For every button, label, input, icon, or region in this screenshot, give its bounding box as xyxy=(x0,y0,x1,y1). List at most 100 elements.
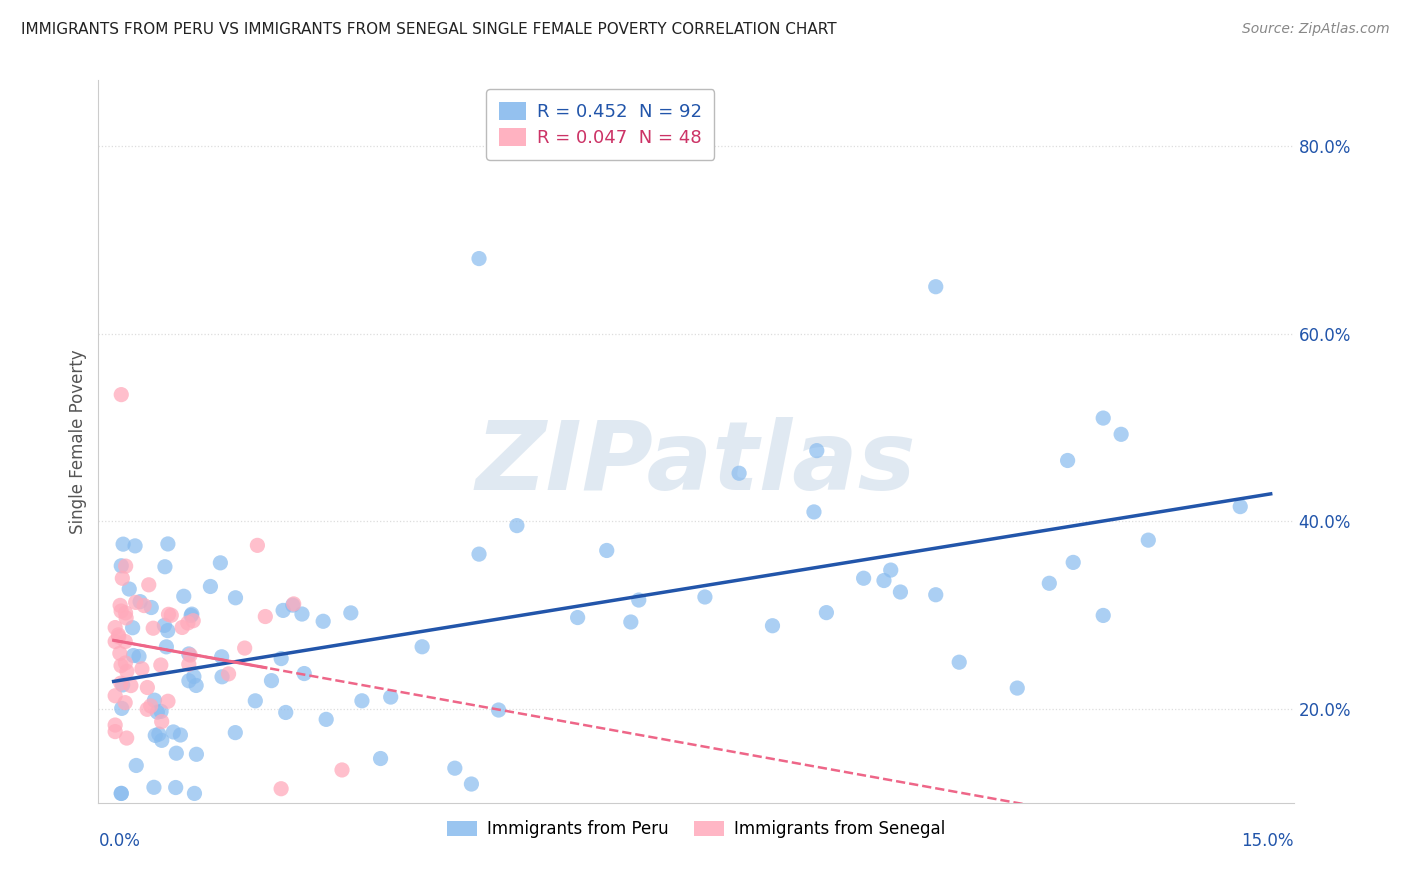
Point xyxy=(873,574,896,588)
Point xyxy=(110,387,132,401)
Point xyxy=(162,725,184,739)
Point xyxy=(142,780,165,795)
Point xyxy=(121,621,143,635)
Point xyxy=(806,443,828,458)
Point xyxy=(128,649,150,664)
Point xyxy=(1109,427,1132,442)
Point xyxy=(1092,608,1115,623)
Point xyxy=(1137,533,1160,548)
Point xyxy=(110,558,132,573)
Point xyxy=(160,608,183,623)
Point xyxy=(281,598,304,612)
Point xyxy=(1056,453,1078,467)
Point xyxy=(183,786,205,800)
Point xyxy=(350,694,373,708)
Point xyxy=(150,733,173,747)
Point xyxy=(125,758,148,772)
Point xyxy=(138,578,160,592)
Point xyxy=(150,714,173,729)
Point xyxy=(142,621,165,635)
Text: ZIPatlas: ZIPatlas xyxy=(475,417,917,509)
Point xyxy=(224,725,246,739)
Point xyxy=(118,582,141,596)
Point xyxy=(271,603,294,617)
Point xyxy=(340,606,363,620)
Point xyxy=(153,559,176,574)
Point xyxy=(270,651,292,665)
Point xyxy=(620,615,643,629)
Point xyxy=(443,761,465,775)
Point xyxy=(815,606,838,620)
Point xyxy=(110,604,132,618)
Point xyxy=(124,539,146,553)
Point xyxy=(108,646,131,660)
Y-axis label: Single Female Poverty: Single Female Poverty xyxy=(69,350,87,533)
Point xyxy=(108,599,131,613)
Point xyxy=(177,673,200,688)
Point xyxy=(177,647,200,661)
Point xyxy=(460,777,482,791)
Point xyxy=(110,658,132,673)
Point xyxy=(209,556,232,570)
Point xyxy=(283,597,305,611)
Point xyxy=(180,607,202,622)
Point xyxy=(165,746,187,760)
Text: IMMIGRANTS FROM PERU VS IMMIGRANTS FROM SENEGAL SINGLE FEMALE POVERTY CORRELATIO: IMMIGRANTS FROM PERU VS IMMIGRANTS FROM … xyxy=(21,22,837,37)
Point xyxy=(200,579,222,593)
Point xyxy=(693,590,716,604)
Point xyxy=(114,559,136,574)
Point xyxy=(370,751,392,765)
Point xyxy=(181,614,204,628)
Point xyxy=(291,607,314,621)
Point xyxy=(143,728,166,742)
Point xyxy=(224,591,246,605)
Point xyxy=(157,607,180,622)
Point xyxy=(107,628,129,642)
Point xyxy=(246,538,269,552)
Point xyxy=(315,712,337,726)
Point xyxy=(172,620,194,634)
Point xyxy=(115,611,138,625)
Point xyxy=(184,678,207,692)
Point xyxy=(165,780,187,795)
Point xyxy=(186,747,208,762)
Point xyxy=(136,702,159,716)
Point xyxy=(270,781,292,796)
Point xyxy=(173,589,195,603)
Point xyxy=(111,571,134,585)
Legend: Immigrants from Peru, Immigrants from Senegal: Immigrants from Peru, Immigrants from Se… xyxy=(440,814,952,845)
Point xyxy=(104,634,127,648)
Point xyxy=(107,630,129,644)
Point xyxy=(149,658,172,673)
Point xyxy=(136,681,159,695)
Point xyxy=(169,728,191,742)
Point xyxy=(211,670,233,684)
Point xyxy=(292,666,315,681)
Point xyxy=(115,665,138,679)
Point xyxy=(488,703,510,717)
Text: 0.0%: 0.0% xyxy=(98,831,141,850)
Point xyxy=(153,618,176,632)
Point xyxy=(124,595,146,609)
Point xyxy=(260,673,283,688)
Point xyxy=(146,705,169,719)
Point xyxy=(1038,576,1060,591)
Point xyxy=(114,696,136,710)
Point xyxy=(148,727,170,741)
Point xyxy=(114,634,136,648)
Point xyxy=(112,537,135,551)
Point xyxy=(120,679,142,693)
Point xyxy=(141,600,163,615)
Point xyxy=(1229,500,1251,514)
Point xyxy=(889,585,911,599)
Point xyxy=(150,705,173,719)
Point xyxy=(254,609,277,624)
Point xyxy=(110,786,132,800)
Point xyxy=(111,678,134,692)
Point xyxy=(852,571,875,585)
Point xyxy=(233,641,256,656)
Point xyxy=(104,724,127,739)
Point xyxy=(180,608,202,623)
Point xyxy=(567,610,589,624)
Point xyxy=(114,606,136,620)
